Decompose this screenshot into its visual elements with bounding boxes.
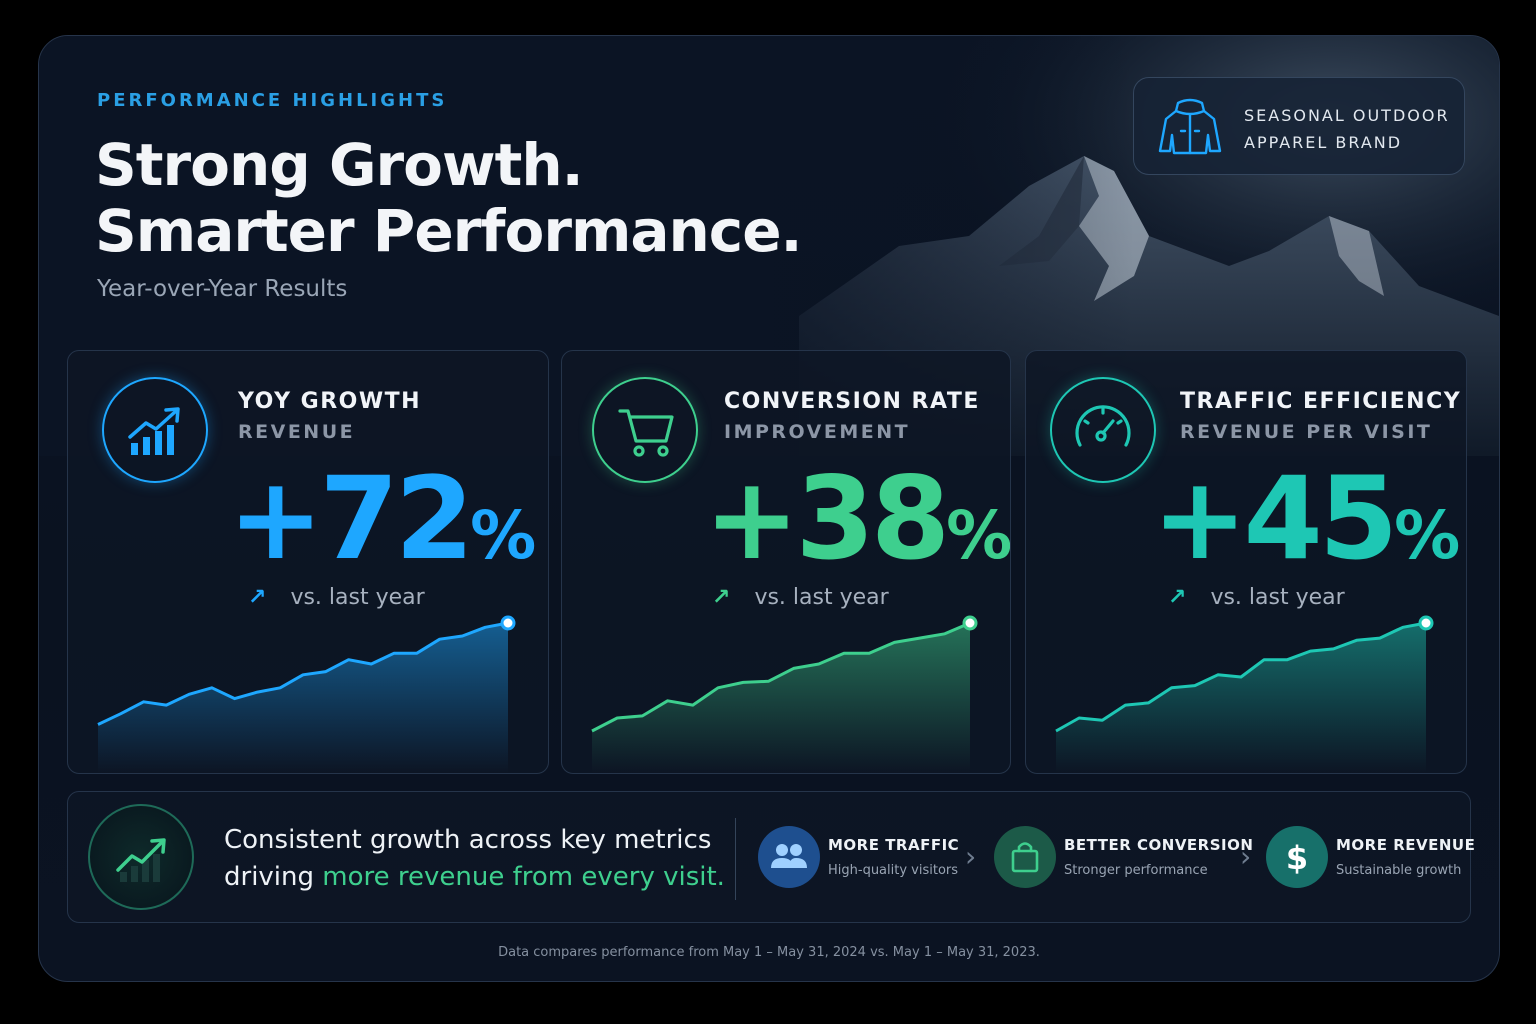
arrow-up-right-icon: ↗ — [712, 585, 731, 610]
metric-number: +38 — [704, 452, 950, 585]
comparison-label: ↗ vs. last year — [1168, 585, 1345, 610]
trend-line — [97, 621, 509, 726]
summary-icon-ring — [88, 804, 194, 910]
trend-line — [1055, 621, 1427, 733]
metric-unit: % — [946, 497, 1011, 574]
trend-chart — [591, 615, 978, 773]
chevron-right-icon: › — [965, 840, 977, 873]
comparison-label: ↗ vs. last year — [248, 585, 425, 610]
step-description: Stronger performance — [1064, 863, 1208, 878]
conversion-icon-ring — [592, 377, 698, 483]
card-subtitle: IMPROVEMENT — [724, 421, 911, 443]
summary-line-2: driving more revenue from every visit. — [224, 859, 725, 896]
card-title: YOY GROWTH — [238, 389, 422, 414]
chevron-right-icon: › — [1240, 840, 1252, 873]
trend-endpoint — [500, 615, 516, 631]
metric-number: +45 — [1152, 452, 1398, 585]
arrow-up-right-icon: ↗ — [248, 585, 267, 610]
step-title: MORE TRAFFIC — [828, 836, 960, 854]
arrow-up-right-icon: ↗ — [1168, 585, 1187, 610]
summary-message: Consistent growth across key metrics dri… — [224, 822, 725, 896]
card-title: TRAFFIC EFFICIENCY — [1180, 389, 1462, 414]
metric-value: +45% — [1152, 459, 1460, 596]
brand-badge: SEASONAL OUTDOOR APPAREL BRAND — [1133, 77, 1465, 175]
metric-number: +72 — [228, 452, 474, 585]
brand-line-2: APPAREL BRAND — [1244, 133, 1403, 152]
trend-chart — [1055, 615, 1434, 773]
bar-chart-up-icon — [128, 407, 180, 455]
step-title: BETTER CONVERSION — [1064, 836, 1254, 854]
growth-icon-ring — [102, 377, 208, 483]
shopping-bag-icon — [1011, 842, 1039, 873]
dollar-icon: $ — [1286, 839, 1308, 877]
comparison-text: vs. last year — [754, 585, 889, 610]
page-subhead: Year-over-Year Results — [97, 276, 348, 302]
trend-endpoint — [1418, 615, 1434, 631]
card-subtitle: REVENUE — [238, 421, 356, 443]
comparison-text: vs. last year — [290, 585, 425, 610]
trend-chart — [97, 615, 516, 773]
metric-value: +38% — [704, 459, 1011, 596]
headline-line-2: Smarter Performance. — [95, 197, 803, 265]
trend-line — [591, 621, 971, 733]
comparison-label: ↗ vs. last year — [712, 585, 889, 610]
trend-area — [1056, 623, 1426, 773]
eyebrow-label: PERFORMANCE HIGHLIGHTS — [97, 90, 448, 111]
step-description: Sustainable growth — [1336, 863, 1462, 878]
shopping-cart-icon — [618, 409, 674, 457]
trend-area — [98, 623, 508, 773]
step-icon-circle — [758, 826, 820, 888]
speedometer-icon — [1075, 405, 1131, 447]
step-title: MORE REVENUE — [1336, 836, 1476, 854]
metric-unit: % — [470, 497, 537, 574]
traffic-efficiency-card: TRAFFIC EFFICIENCY REVENUE PER VISIT +45… — [1025, 350, 1467, 774]
summary-highlight: more revenue from every visit. — [322, 862, 725, 892]
brand-label: SEASONAL OUTDOOR APPAREL BRAND — [1244, 102, 1454, 156]
svg-text:$: $ — [1286, 839, 1308, 877]
summary-line-2-prefix: driving — [224, 862, 323, 892]
summary-strip: Consistent growth across key metrics dri… — [67, 791, 1475, 923]
step-description: High-quality visitors — [828, 863, 959, 878]
metric-unit: % — [1394, 497, 1461, 574]
card-subtitle: REVENUE PER VISIT — [1180, 421, 1433, 443]
jacket-icon — [1158, 98, 1222, 155]
summary-divider — [735, 818, 736, 900]
yoy-growth-card: YOY GROWTH REVENUE +72% ↗ vs. last year — [67, 350, 549, 774]
headline-line-1: Strong Growth. — [95, 131, 584, 199]
card-title: CONVERSION RATE — [724, 389, 980, 414]
page-headline: Strong Growth. Smarter Performance. — [95, 131, 803, 265]
trend-area — [592, 623, 970, 773]
conversion-rate-card: CONVERSION RATE IMPROVEMENT +38% ↗ vs. la… — [561, 350, 1011, 774]
efficiency-icon-ring — [1050, 377, 1156, 483]
footnote: Data compares performance from May 1 – M… — [498, 945, 1040, 960]
step-icon-circle: $ — [1266, 826, 1328, 888]
brand-line-1: SEASONAL OUTDOOR — [1244, 106, 1450, 125]
summary-line-1: Consistent growth across key metrics — [224, 825, 712, 855]
performance-panel: PERFORMANCE HIGHLIGHTS Strong Growth. Sm… — [38, 35, 1500, 982]
growth-chart-icon — [116, 838, 166, 882]
trend-endpoint — [962, 615, 978, 631]
metric-value: +72% — [228, 459, 536, 596]
step-icon-circle — [994, 826, 1056, 888]
users-icon — [771, 844, 807, 868]
comparison-text: vs. last year — [1210, 585, 1345, 610]
